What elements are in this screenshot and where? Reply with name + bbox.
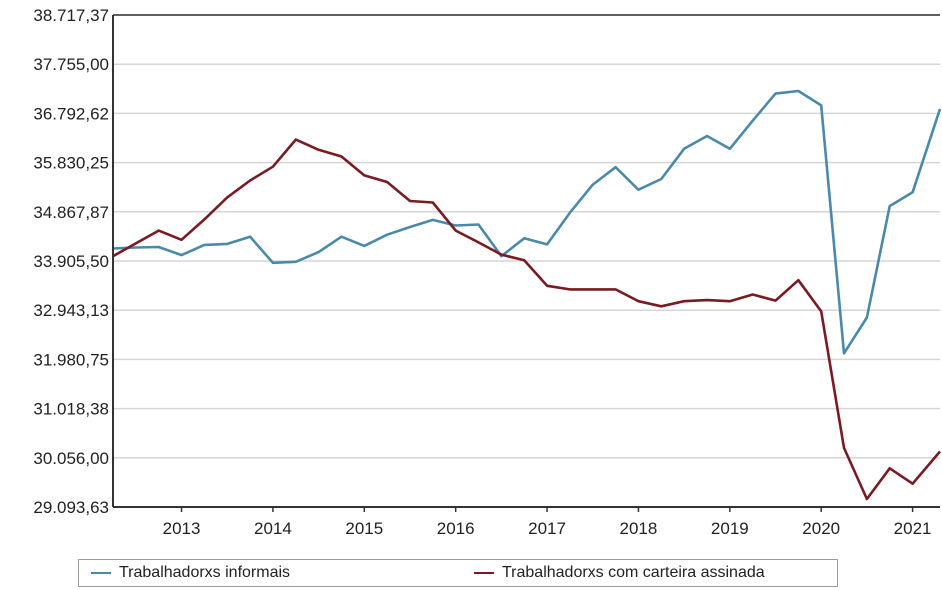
- x-tick-label: 2013: [163, 519, 201, 538]
- y-axis-tick-labels: 29.093,63 30.056,00 31.018,38 31.980,75 32.9…: [33, 6, 109, 517]
- x-tick-label: 2021: [894, 519, 932, 538]
- y-tick-label: 36.792,62: [33, 104, 109, 123]
- legend-swatch-carteira: [474, 572, 494, 574]
- legend-label-informais: Trabalhadorxs informais: [119, 564, 291, 581]
- legend-label-carteira: Trabalhadorxs com carteira assinada: [502, 564, 765, 581]
- x-tick-label: 2019: [711, 519, 749, 538]
- y-tick-label: 31.980,75: [33, 350, 109, 369]
- x-tick-label: 2014: [254, 519, 292, 538]
- y-tick-label: 29.093,63: [33, 498, 109, 517]
- x-tick-label: 2020: [802, 519, 840, 538]
- y-tick-label: 35.830,25: [33, 154, 109, 173]
- y-tick-label: 33.905,50: [33, 252, 109, 271]
- line-chart: 29.093,63 30.056,00 31.018,38 31.980,75 32.9…: [33, 6, 942, 538]
- x-axis-tick-labels: 2013 2014 2015 2016 2017 2018 2019 2020 2021: [163, 519, 932, 538]
- y-tick-label: 31.018,38: [33, 400, 109, 419]
- x-tick-label: 2017: [528, 519, 566, 538]
- y-tick-label: 37.755,00: [33, 55, 109, 74]
- y-tick-label: 30.056,00: [33, 449, 109, 468]
- series-line-1: [112, 138, 941, 501]
- series-lines: [112, 89, 942, 501]
- y-tick-label: 34.867,87: [33, 203, 109, 222]
- x-tick-label: 2018: [620, 519, 658, 538]
- legend-swatch-informais: [91, 572, 111, 574]
- y-tick-label: 38.717,37: [33, 6, 109, 25]
- y-tick-label: 32.943,13: [33, 301, 109, 320]
- legend: Trabalhadorxs informais Trabalhadorxs co…: [78, 559, 838, 587]
- legend-item-carteira: Trabalhadorxs com carteira assinada: [474, 564, 765, 582]
- axes: [112, 14, 940, 512]
- legend-item-informais: Trabalhadorxs informais: [91, 564, 290, 582]
- series-line-0: [112, 89, 942, 355]
- x-tick-label: 2015: [345, 519, 383, 538]
- x-tick-label: 2016: [437, 519, 475, 538]
